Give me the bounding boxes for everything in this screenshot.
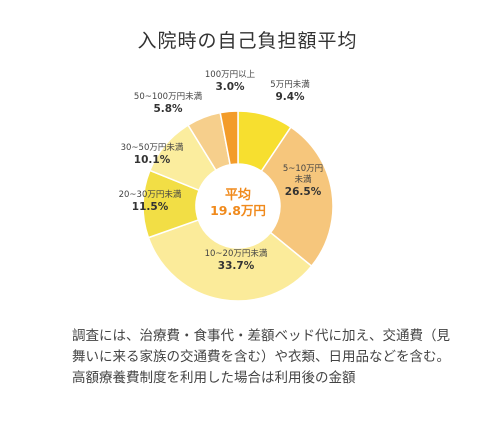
- slice-value-label: 33.7%: [218, 260, 255, 272]
- center-value: 19.8万円: [210, 203, 266, 218]
- donut-hole: [196, 164, 280, 248]
- footnote-line: 舞いに来る家族の交通費を含む）や衣類、日用品などを含む。: [72, 349, 450, 365]
- slice-value-label: 5.8%: [153, 103, 183, 115]
- slice-label: 5~10万円: [283, 164, 323, 174]
- slice-value-label: 9.4%: [275, 91, 305, 103]
- slice-label: 5万円未満: [270, 79, 310, 90]
- slice-value-label: 10.1%: [134, 154, 171, 166]
- footnote-line: 調査には、治療費・食事代・差額ベッド代に加え、交通費（見: [72, 328, 450, 344]
- footnote-line: 高額療養費制度を利用した場合は利用後の金額: [72, 370, 356, 386]
- slice-label: 100万円以上: [205, 70, 256, 80]
- center-title: 平均: [225, 187, 251, 203]
- slice-label: 50~100万円未満: [134, 91, 203, 102]
- slice-label: 未満: [294, 174, 312, 185]
- slice-value-label: 26.5%: [285, 186, 322, 198]
- chart-title: 入院時の自己負担額平均: [137, 30, 358, 52]
- slice-value-label: 3.0%: [215, 81, 245, 93]
- pie-slice: [147, 219, 313, 302]
- slice-value-label: 11.5%: [132, 201, 169, 213]
- slice-label: 10~20万円未満: [205, 248, 268, 259]
- slice-label: 30~50万円未満: [121, 142, 184, 153]
- footnote: 調査には、治療費・食事代・差額ベッド代に加え、交通費（見 舞いに来る家族の交通費…: [72, 326, 472, 389]
- slice-label: 20~30万円未満: [119, 189, 182, 200]
